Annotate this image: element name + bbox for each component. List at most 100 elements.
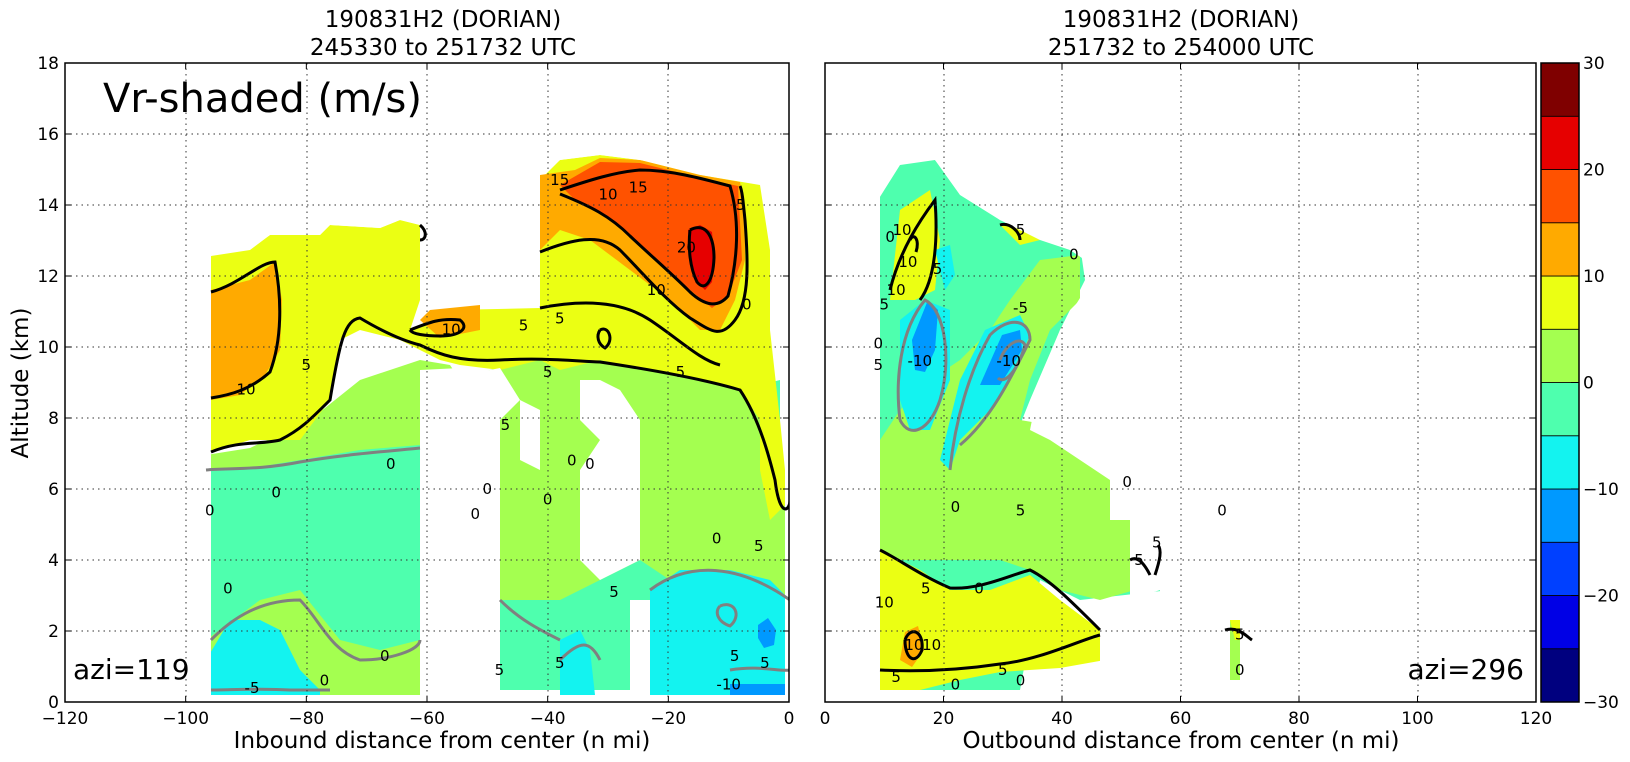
right-x-tick-label: 0 [820,709,831,729]
left-contour-label: 5 [760,654,770,672]
colorbar-cell [1540,435,1580,490]
right-contour-label: 5 [1235,626,1245,644]
left-contour-label: 5 [609,583,619,601]
left-contour-label: 5 [736,196,746,214]
y-tick-label: 0 [48,693,59,713]
right-contour-label: 5 [879,295,889,313]
left-contour-label: 5 [555,654,565,672]
right-data-gap [880,63,1536,702]
y-tick-label: 6 [48,480,59,500]
left-contour-label: 10 [442,320,461,338]
left-x-axis-label: Inbound distance from center (n mi) [234,728,651,754]
left-x-tick-label: −40 [530,709,566,729]
colorbar-tick-label: 0 [1583,374,1594,394]
left-title-line2: 245330 to 251732 UTC [310,35,576,61]
left-contour-label: 0 [470,505,480,523]
left-region-cyan [206,620,320,695]
right-contour-label: 0 [885,228,895,246]
left-x-tick-label: −100 [162,709,209,729]
y-tick-label: 8 [48,409,59,429]
right-contour-label: 10 [875,594,894,612]
panel-label: Vr-shaded (m/s) [103,76,422,122]
right-x-ticks: 0 20 40 60 80 100 120 [820,62,1552,729]
left-contour-label: 0 [585,455,595,473]
colorbar-cells [1540,62,1580,703]
y-tick-label: 16 [37,125,59,145]
right-contours-zero-and-negative [896,298,1032,471]
left-contour-label: 5 [676,363,686,381]
left-contour-label: 0 [386,455,396,473]
y-tick-label: 10 [37,338,59,358]
right-contour-label: 0 [1122,473,1132,491]
left-contour-label: 0 [320,672,330,690]
left-region-blue [758,618,776,648]
right-panel: 190831H2 (DORIAN) 251732 to 254000 UTC [820,7,1553,754]
left-contour-label: 0 [483,480,493,498]
y-tick-label: 2 [48,622,59,642]
left-contour-label: 0 [567,452,577,470]
left-region-orange [211,262,282,400]
colorbar-cell [1540,328,1580,383]
colorbar-cell [1540,62,1580,117]
right-contour-label: 10 [892,221,911,239]
right-grid [825,63,1536,702]
left-region-blue [730,684,789,695]
right-region-light-green [880,255,1170,620]
colorbar-cell [1540,169,1580,224]
right-contour-label: 10 [887,281,906,299]
left-panel: 190831H2 (DORIAN) 245330 to 251732 UTC [8,7,794,754]
y-tick-label: 14 [37,196,59,216]
y-tick-label: 18 [37,54,59,74]
right-contour-label: 0 [1069,246,1079,264]
left-region-light-green [206,290,789,660]
left-contours-zero [205,446,789,692]
colorbar-tick-label: −10 [1583,480,1619,500]
left-contour-label: 5 [302,356,312,374]
left-data-gap [580,380,640,580]
left-contour-label: 5 [543,363,553,381]
left-region-cyan [650,570,789,695]
right-data-gap [825,63,880,702]
right-contour-label: 5 [921,579,931,597]
left-contours-positive [210,168,789,511]
left-data-gap [630,600,650,695]
right-x-tick-label: 20 [933,709,955,729]
right-contours-positive [879,195,1253,673]
left-azimuth-label: azi=119 [73,653,190,686]
right-contour-label: 5 [874,356,884,374]
colorbar-tick-label: −20 [1583,587,1619,607]
right-contour-label: 0 [974,579,984,597]
y-tick-label: 12 [37,267,59,287]
left-grid [65,63,789,702]
right-contour-label: 5 [1016,221,1026,239]
left-x-tick-label: 0 [784,709,795,729]
right-contour-label: 0 [951,498,961,516]
right-contour-label: 0 [1217,501,1227,519]
left-contour-label: 5 [519,317,529,335]
left-shading [65,63,789,700]
left-contour-label: 5 [555,310,565,328]
left-contour-label: 10 [647,281,666,299]
left-contour-label: -10 [716,675,741,693]
colorbar-tick-label: 30 [1583,54,1605,74]
right-contour-label: 5 [1134,551,1144,569]
left-contour-label: 0 [205,501,215,519]
right-x-tick-label: 60 [1170,709,1192,729]
left-x-ticks: −120 −100 −80 −60 −40 −20 0 [42,63,795,729]
right-contour-label: -5 [1013,299,1028,317]
right-contour-label: 5 [933,260,943,278]
right-x-tick-label: 40 [1051,709,1073,729]
left-contour-label: 0 [380,647,390,665]
left-title-line1: 190831H2 (DORIAN) [325,7,562,33]
left-x-tick-label: −120 [42,709,89,729]
left-contour-label: 15 [629,178,648,196]
left-contour-label: 5 [754,537,764,555]
left-contour-label: 0 [543,491,553,509]
right-region-blue [912,300,938,372]
colorbar-tick-label: −30 [1583,693,1619,713]
right-data-gap [1110,465,1145,520]
right-region-yellow [890,190,940,300]
right-data-gap [1100,600,1170,700]
